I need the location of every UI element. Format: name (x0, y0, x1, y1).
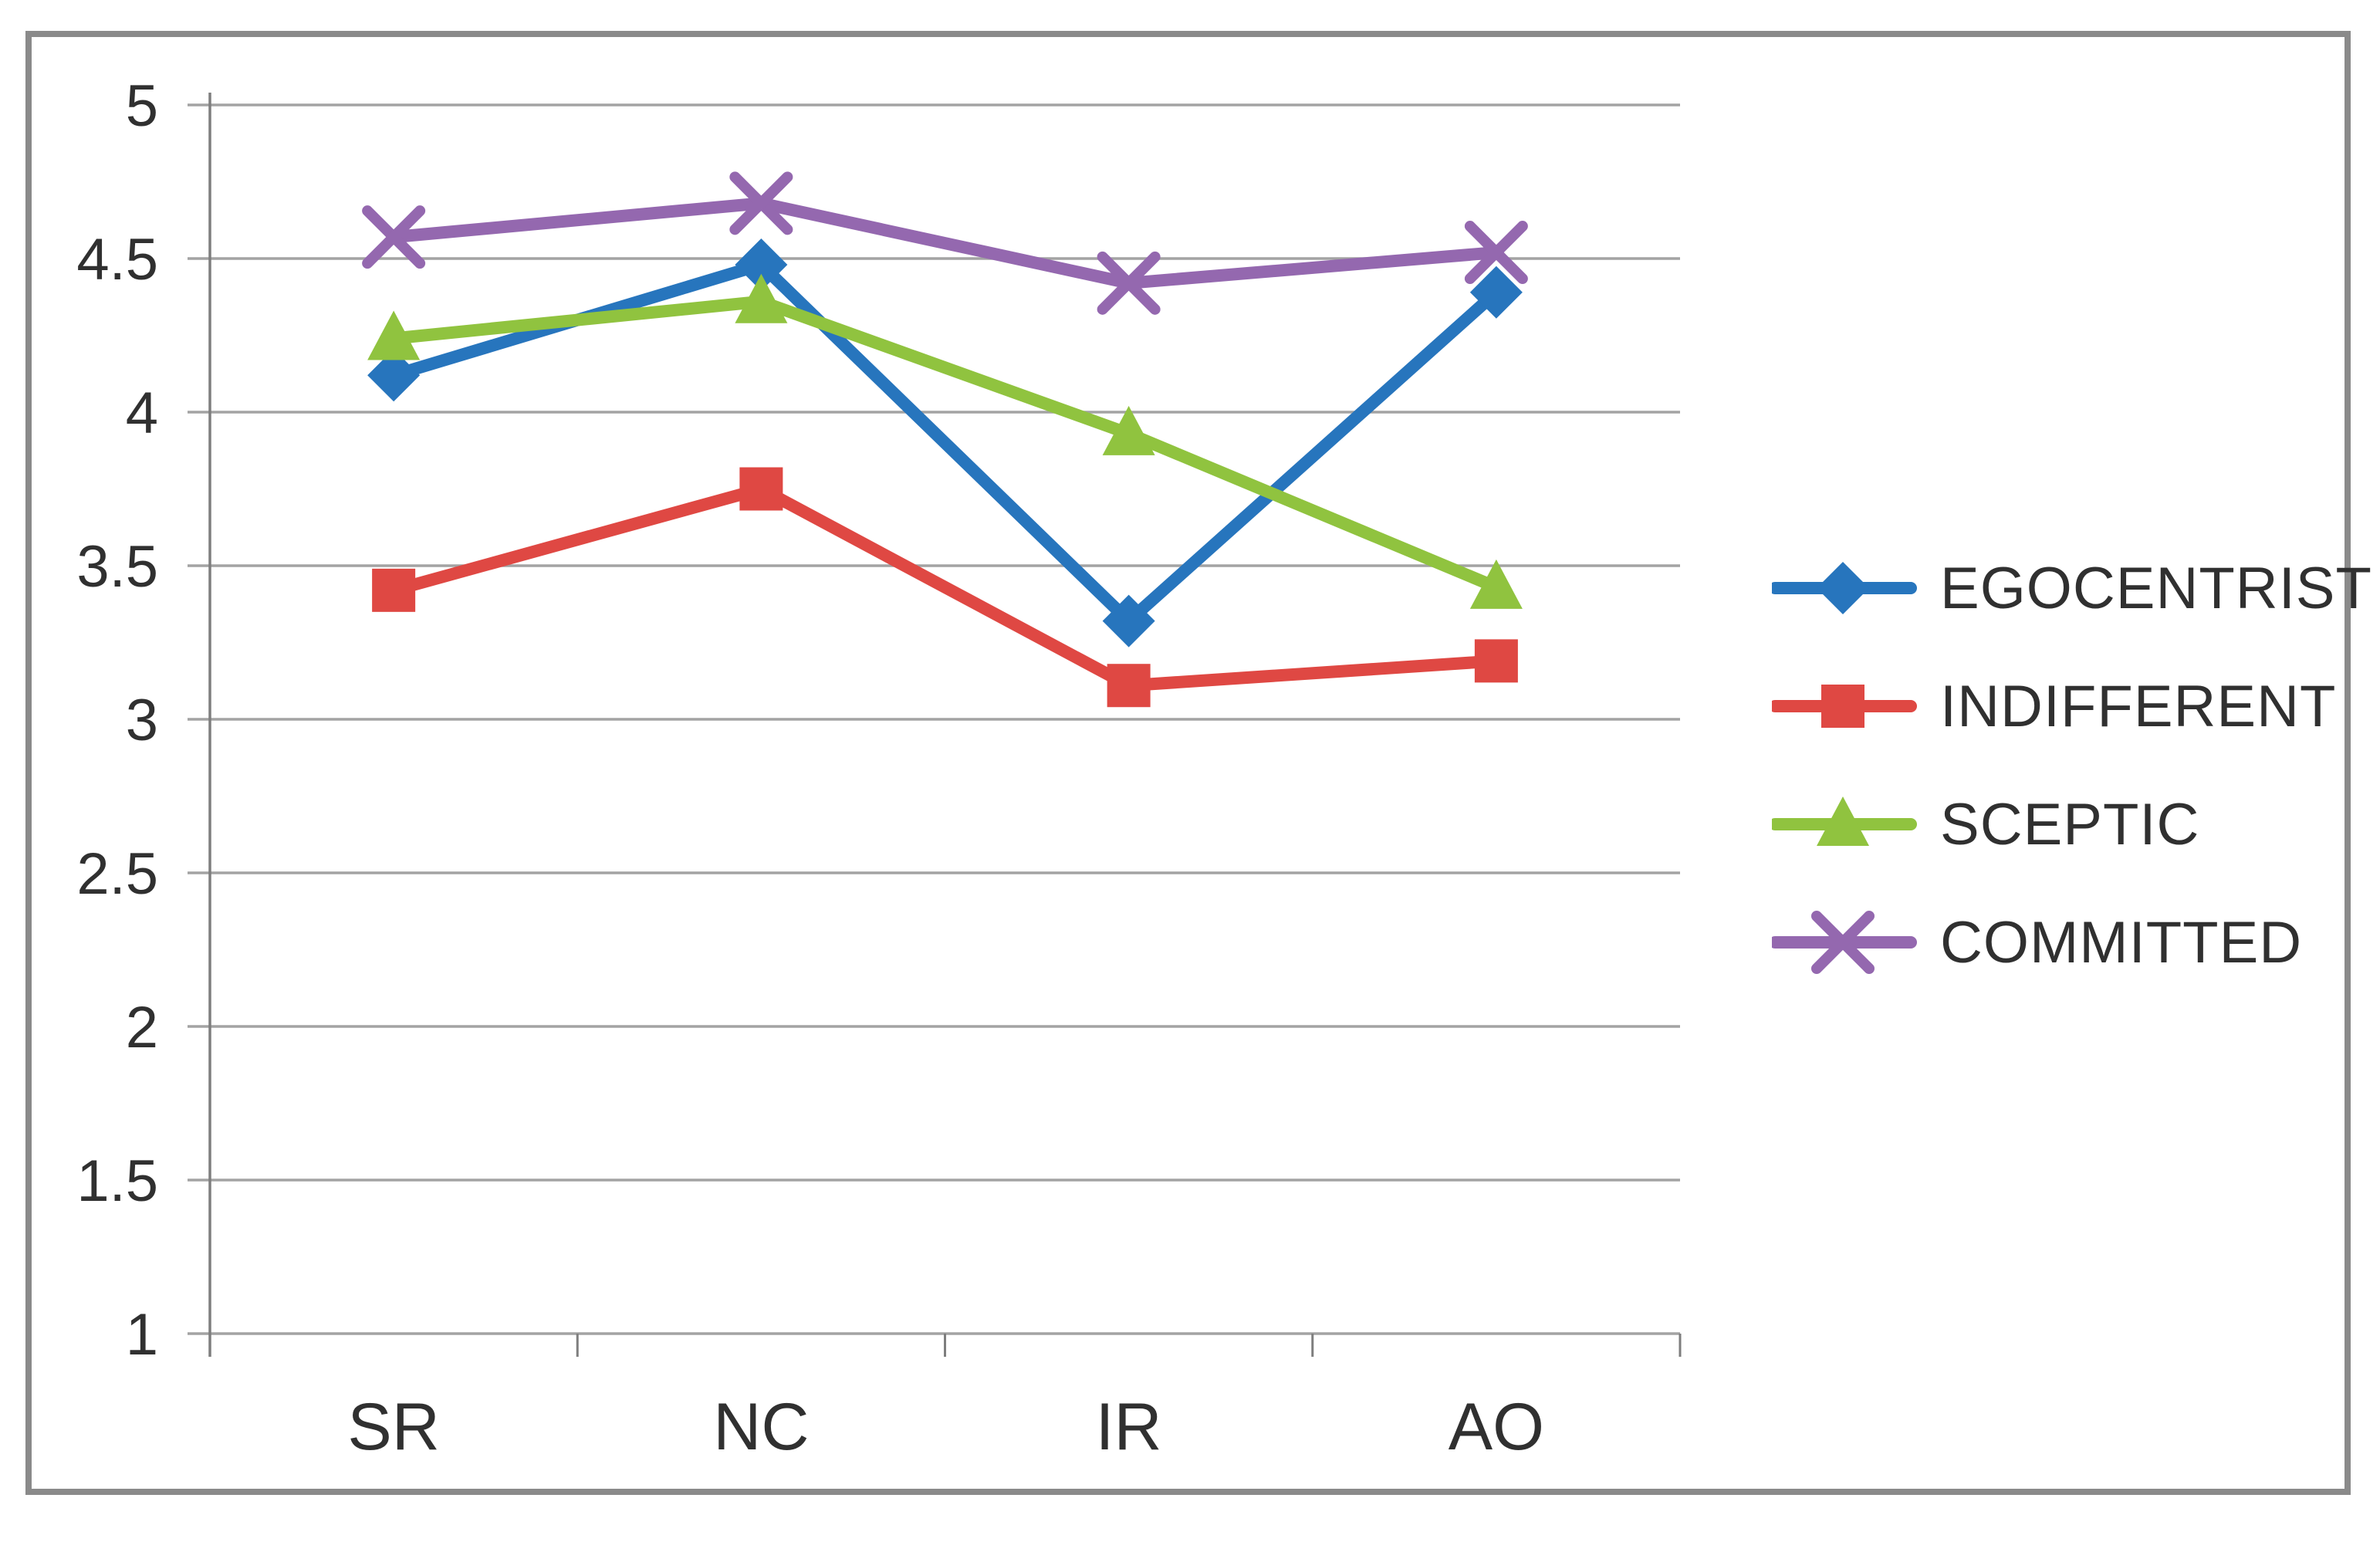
marker-indifferent-IR (1107, 664, 1151, 708)
series-sceptic (367, 273, 1523, 609)
series-indifferent (372, 467, 1518, 708)
y-tick-label-3.5: 3.5 (76, 534, 158, 600)
x-tick-label-IR: IR (1096, 1390, 1162, 1464)
y-tick-label-5: 5 (126, 73, 158, 139)
marker-sceptic-AO (1469, 559, 1523, 609)
marker-indifferent-SR (372, 568, 416, 612)
marker-egocentrist-IR (1102, 594, 1155, 648)
x-tick-label-AO: AO (1449, 1390, 1544, 1464)
marker-egocentrist-NC (735, 238, 788, 291)
y-tick-label-4: 4 (126, 380, 158, 446)
y-tick-label-1.5: 1.5 (76, 1148, 158, 1214)
marker-egocentrist-AO (1469, 265, 1523, 319)
marker-committed-SR (362, 205, 426, 269)
marker-committed-AO (1464, 221, 1528, 285)
y-tick-label-4.5: 4.5 (76, 227, 158, 293)
marker-egocentrist-SR (367, 349, 421, 402)
y-tick-label-1: 1 (126, 1302, 158, 1368)
y-tick-label-2: 2 (126, 995, 158, 1060)
marker-indifferent-AO (1474, 639, 1518, 683)
y-tick-label-2.5: 2.5 (76, 841, 158, 907)
marker-sceptic-NC (735, 273, 788, 323)
y-tick-label-3: 3 (126, 688, 158, 753)
marker-sceptic-IR (1102, 405, 1155, 455)
marker-committed-NC (729, 171, 793, 235)
x-tick-label-SR: SR (347, 1390, 439, 1464)
x-tick-label-NC: NC (713, 1390, 809, 1464)
marker-committed-IR (1097, 251, 1161, 315)
marker-sceptic-SR (367, 310, 421, 360)
series-committed (362, 171, 1528, 315)
marker-indifferent-NC (739, 467, 783, 511)
